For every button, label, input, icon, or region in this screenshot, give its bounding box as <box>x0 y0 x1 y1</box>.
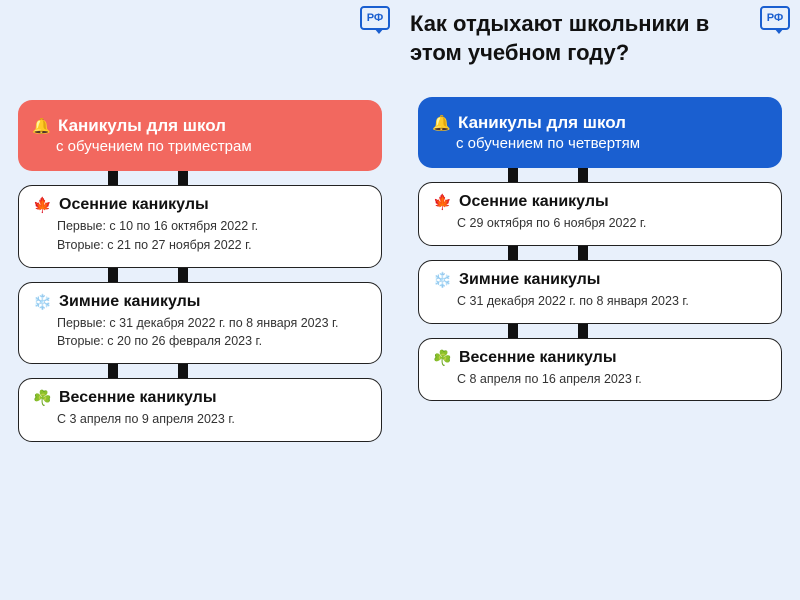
header-subtitle: с обучением по четвертям <box>456 135 768 152</box>
card-spring: ☘️ Весенние каникулы С 3 апреля по 9 апр… <box>18 378 382 442</box>
card-title: Весенние каникулы <box>459 349 616 367</box>
card-line: Вторые: с 20 по 26 февраля 2023 г. <box>57 332 367 351</box>
card-spring: ☘️ Весенние каникулы С 8 апреля по 16 ап… <box>418 338 782 402</box>
header-card-trimesters: 🔔 Каникулы для школ с обучением по триме… <box>18 100 382 171</box>
header-title: Каникулы для школ <box>458 113 626 133</box>
card-title: Осенние каникулы <box>459 193 609 211</box>
card-title: Весенние каникулы <box>59 389 216 407</box>
leaf-icon: 🍁 <box>433 193 451 211</box>
snowflake-icon: ❄️ <box>433 271 451 289</box>
chain-right: 🔔 Каникулы для школ с обучением по четве… <box>418 97 782 401</box>
clover-icon: ☘️ <box>433 349 451 367</box>
header-subtitle: с обучением по триместрам <box>56 138 368 155</box>
card-line: Первые: с 31 декабря 2022 г. по 8 января… <box>57 314 367 333</box>
card-line: С 3 апреля по 9 апреля 2023 г. <box>57 410 367 429</box>
bell-icon: 🔔 <box>32 117 50 135</box>
card-autumn: 🍁 Осенние каникулы Первые: с 10 по 16 ок… <box>18 185 382 268</box>
panel-quarters: РФ Как отдыхают школьники в этом учебном… <box>400 0 800 600</box>
card-winter: ❄️ Зимние каникулы Первые: с 31 декабря … <box>18 282 382 365</box>
card-autumn: 🍁 Осенние каникулы С 29 октября по 6 ноя… <box>418 182 782 246</box>
panel-trimesters: РФ 🔔 Каникулы для школ с обучением по тр… <box>0 0 400 600</box>
page-title: Как отдыхают школьники в этом учебном го… <box>410 10 790 67</box>
bell-icon: 🔔 <box>432 114 450 132</box>
card-winter: ❄️ Зимние каникулы С 31 декабря 2022 г. … <box>418 260 782 324</box>
clover-icon: ☘️ <box>33 389 51 407</box>
header-title: Каникулы для школ <box>58 116 226 136</box>
card-line: С 29 октября по 6 ноября 2022 г. <box>457 214 767 233</box>
header-card-quarters: 🔔 Каникулы для школ с обучением по четве… <box>418 97 782 168</box>
leaf-icon: 🍁 <box>33 196 51 214</box>
rf-logo-icon: РФ <box>360 6 390 30</box>
card-line: С 31 декабря 2022 г. по 8 января 2023 г. <box>457 292 767 311</box>
card-line: Вторые: с 21 по 27 ноября 2022 г. <box>57 236 367 255</box>
rf-logo-icon: РФ <box>760 6 790 30</box>
card-line: С 8 апреля по 16 апреля 2023 г. <box>457 370 767 389</box>
card-title: Осенние каникулы <box>59 196 209 214</box>
snowflake-icon: ❄️ <box>33 293 51 311</box>
card-line: Первые: с 10 по 16 октября 2022 г. <box>57 217 367 236</box>
card-title: Зимние каникулы <box>59 293 200 311</box>
chain-left: 🔔 Каникулы для школ с обучением по триме… <box>18 100 382 442</box>
card-title: Зимние каникулы <box>459 271 600 289</box>
